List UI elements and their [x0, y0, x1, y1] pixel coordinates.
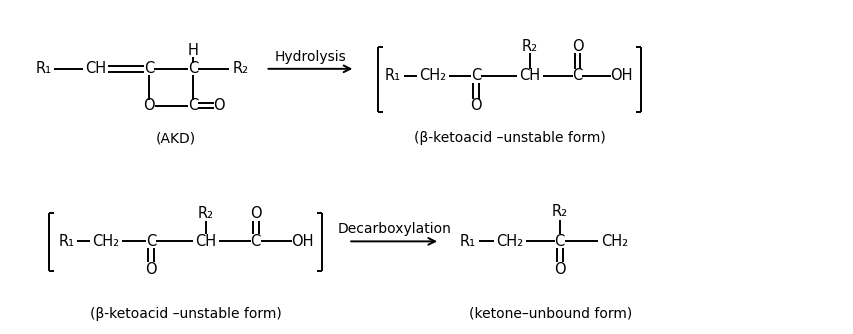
Text: C: C: [554, 234, 564, 249]
Text: C: C: [470, 68, 480, 83]
Text: R₂: R₂: [232, 61, 248, 76]
Text: Decarboxylation: Decarboxylation: [337, 222, 450, 236]
Text: Hydrolysis: Hydrolysis: [274, 50, 345, 64]
Text: R₁: R₁: [35, 61, 51, 76]
Text: CH₂: CH₂: [419, 68, 446, 83]
Text: CH₂: CH₂: [601, 234, 627, 249]
Text: C: C: [188, 98, 198, 113]
Text: OH: OH: [291, 234, 313, 249]
Text: O: O: [571, 38, 583, 53]
Text: (β-ketoacid –unstable form): (β-ketoacid –unstable form): [414, 131, 605, 145]
Text: OH: OH: [609, 68, 632, 83]
Text: R₁: R₁: [459, 234, 475, 249]
Text: R₂: R₂: [197, 206, 213, 221]
Text: C: C: [572, 68, 582, 83]
Text: O: O: [145, 262, 157, 277]
Text: O: O: [469, 98, 481, 113]
Text: (β-ketoacid –unstable form): (β-ketoacid –unstable form): [90, 307, 281, 321]
Text: O: O: [143, 98, 154, 113]
Text: C: C: [188, 61, 198, 76]
Text: (AKD): (AKD): [155, 131, 195, 145]
Text: CH: CH: [519, 68, 540, 83]
Text: C: C: [143, 61, 154, 76]
Text: CH: CH: [195, 234, 216, 249]
Text: R₁: R₁: [385, 68, 401, 83]
Text: CH₂: CH₂: [496, 234, 523, 249]
Text: O: O: [553, 262, 565, 277]
Text: C: C: [250, 234, 260, 249]
Text: H: H: [187, 43, 198, 58]
Text: CH: CH: [85, 61, 107, 76]
Text: (ketone–unbound form): (ketone–unbound form): [469, 307, 632, 321]
Text: CH₂: CH₂: [92, 234, 119, 249]
Text: R₁: R₁: [58, 234, 74, 249]
Text: R₂: R₂: [521, 38, 537, 53]
Text: O: O: [249, 206, 261, 221]
Text: R₂: R₂: [551, 204, 567, 219]
Text: O: O: [212, 98, 224, 113]
Text: C: C: [146, 234, 156, 249]
